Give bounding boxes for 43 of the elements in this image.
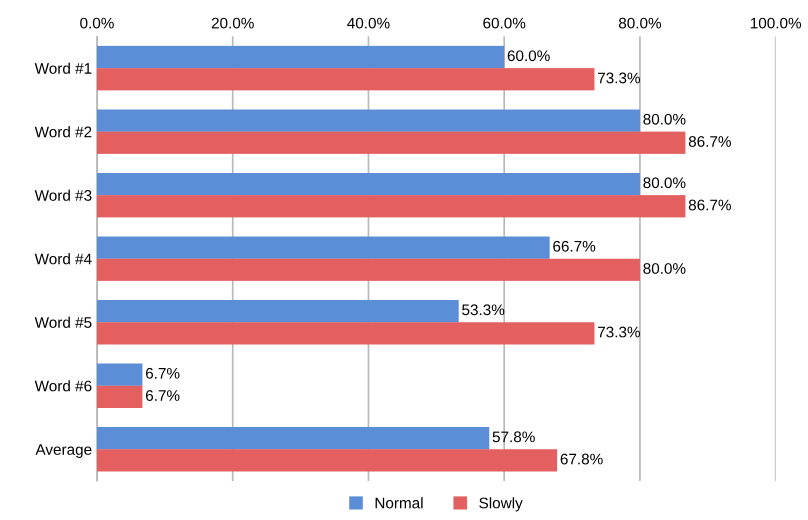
data-label: 6.7% xyxy=(146,390,180,401)
data-label: 80.0% xyxy=(643,114,686,125)
x-tick-label: 100.0% xyxy=(750,18,802,29)
y-tick-label: Word #5 xyxy=(34,316,92,328)
bar xyxy=(96,236,550,259)
x-tick-label: 0.0% xyxy=(80,18,114,29)
y-tick-label: Word #1 xyxy=(34,62,92,74)
x-tick-label: 80.0% xyxy=(618,18,662,29)
x-tick-label: 60.0% xyxy=(483,18,526,29)
bar xyxy=(96,427,490,450)
bar xyxy=(96,364,142,386)
y-tick-label: Word #2 xyxy=(34,126,92,138)
data-label: 66.7% xyxy=(553,240,596,252)
bar xyxy=(96,449,558,472)
x-tick-label: 40.0% xyxy=(347,18,390,29)
data-label: 73.3% xyxy=(598,72,640,84)
data-label: 6.7% xyxy=(146,368,180,379)
bar xyxy=(96,195,686,218)
bar xyxy=(96,132,686,154)
bar xyxy=(96,109,640,132)
data-label: 73.3% xyxy=(598,326,640,338)
bar xyxy=(96,322,594,344)
y-tick-label: Average xyxy=(35,444,92,458)
x-tick-label: 20.0% xyxy=(212,18,254,29)
data-label: 53.3% xyxy=(462,304,504,316)
bar xyxy=(96,258,640,281)
data-label: 86.7% xyxy=(688,200,731,210)
legend-label: Slowly xyxy=(479,497,523,512)
data-label: 60.0% xyxy=(508,50,550,62)
data-label: 67.8% xyxy=(560,454,603,464)
y-tick-label: Word #4 xyxy=(34,253,92,264)
bar xyxy=(96,68,594,90)
bar xyxy=(96,46,504,68)
y-tick-label: Word #3 xyxy=(34,190,92,201)
bar xyxy=(96,300,459,322)
data-label: 80.0% xyxy=(643,177,686,188)
bar xyxy=(96,386,142,408)
bar xyxy=(96,172,640,196)
data-label: 57.8% xyxy=(492,431,535,442)
data-label: 80.0% xyxy=(643,263,686,274)
data-label: 86.7% xyxy=(688,136,731,147)
y-tick-label: Word #6 xyxy=(34,380,92,392)
legend-label: Normal xyxy=(376,497,423,508)
